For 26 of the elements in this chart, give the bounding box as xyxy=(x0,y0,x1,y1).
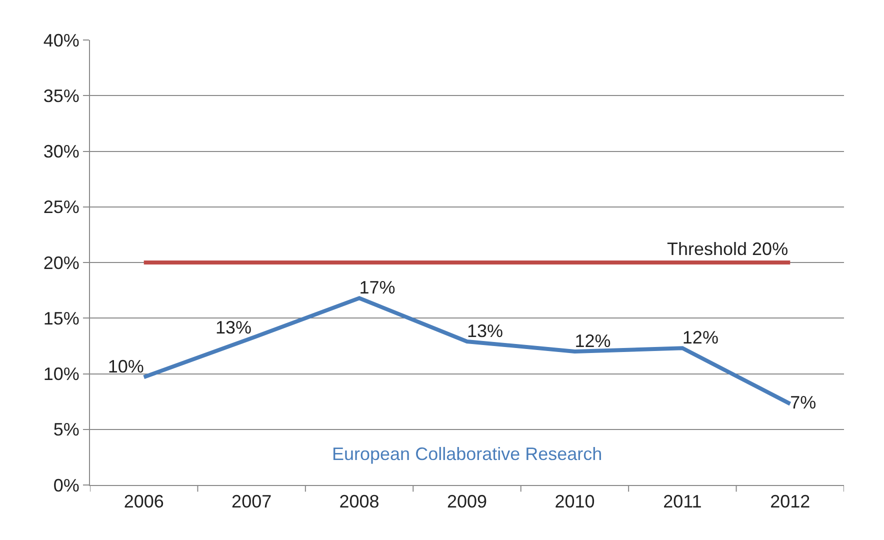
y-tick-label: 35% xyxy=(43,86,80,106)
data-label: 7% xyxy=(790,392,816,412)
line-series xyxy=(142,296,792,406)
y-tick-label: 25% xyxy=(43,197,80,218)
x-tick-label: 2011 xyxy=(663,492,702,512)
data-label: 10% xyxy=(108,356,144,377)
x-tick-label: 2012 xyxy=(770,492,810,512)
y-tick-label: 30% xyxy=(43,142,80,162)
y-tick-label: 15% xyxy=(43,308,80,328)
data-label: 13% xyxy=(467,320,504,341)
x-tick-label: 2010 xyxy=(554,492,595,512)
y-tick-label: 0% xyxy=(53,475,80,496)
x-tick-label: 2006 xyxy=(124,492,164,512)
ref-line-label: Threshold 20% xyxy=(667,239,788,259)
y-tick-label: 10% xyxy=(43,364,80,384)
y-tick-label: 5% xyxy=(53,420,80,440)
x-tick-label: 2007 xyxy=(232,492,272,512)
data-label: 12% xyxy=(682,328,718,348)
text: European Collaborative Research xyxy=(332,444,602,464)
y-tick-label: 40% xyxy=(43,30,80,50)
x-tick-label: 2008 xyxy=(339,492,380,512)
data-label: 12% xyxy=(574,331,611,351)
data-label: 13% xyxy=(216,318,252,338)
data-label: 17% xyxy=(359,278,396,298)
x-tick-label: 2009 xyxy=(446,492,488,512)
y-tick-label: 20% xyxy=(43,252,80,273)
